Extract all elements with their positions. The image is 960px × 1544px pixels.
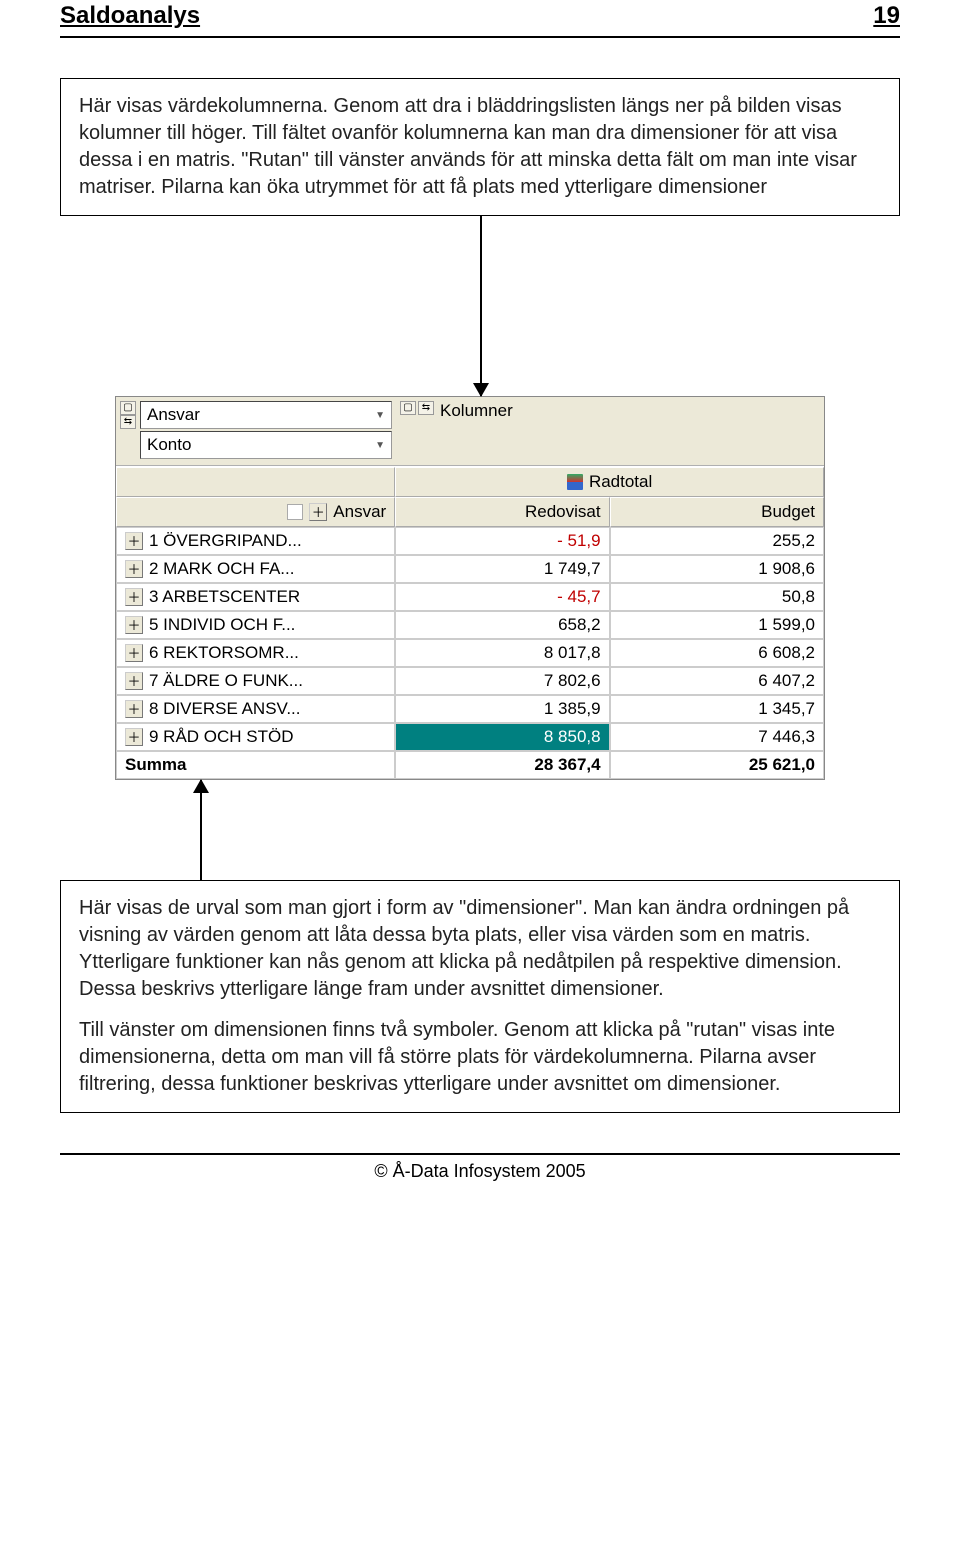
expand-button[interactable]: ＋: [125, 616, 143, 634]
expand-button[interactable]: ＋: [125, 728, 143, 746]
expand-button[interactable]: ＋: [125, 700, 143, 718]
footer-text: © Å-Data Infosystem 2005: [374, 1161, 585, 1181]
expand-button[interactable]: ＋: [125, 672, 143, 690]
row-label-cell: ＋ 9 RÅD OCH STÖD: [116, 723, 395, 751]
chart-icon: [567, 474, 583, 490]
col-budget[interactable]: Budget: [610, 497, 824, 527]
row-label-cell: ＋ 1 ÖVERGRIPAND...: [116, 527, 395, 555]
sum-budget: 25 621,0: [610, 751, 824, 779]
row-label: 2 MARK OCH FA...: [149, 559, 294, 579]
row-dimensions: ▢ ⇆ Ansvar ▼ ▢ ⇆ Konto ▼: [116, 397, 396, 465]
column-dimensions: ▢ ⇆ Kolumner: [396, 397, 824, 465]
cell-redovisat: 1 749,7: [395, 555, 609, 583]
row-label: 7 ÄLDRE O FUNK...: [149, 671, 303, 691]
callout-top-text: Här visas värdekolumnerna. Genom att dra…: [79, 95, 857, 198]
sum-redovisat: 28 367,4: [395, 751, 609, 779]
dimension-label: Konto: [147, 435, 191, 455]
page-title: Saldoanalys: [60, 2, 200, 30]
chevron-down-icon: ▼: [375, 410, 385, 421]
cell-budget: 6 407,2: [610, 667, 824, 695]
arrow-down-icon: [480, 216, 482, 396]
axis-icon: [287, 504, 303, 520]
sum-row: Summa 28 367,4 25 621,0: [116, 751, 824, 779]
header-blank: [116, 467, 395, 497]
page: Saldoanalys 19 Här visas värdekolumnerna…: [0, 0, 960, 1222]
cell-budget: 6 608,2: [610, 639, 824, 667]
cell-redovisat: 8 850,8: [395, 723, 609, 751]
collapse-toggle-icon[interactable]: ▢: [400, 401, 416, 415]
row-label: 1 ÖVERGRIPAND...: [149, 531, 302, 551]
cell-budget: 50,8: [610, 583, 824, 611]
row-label: 9 RÅD OCH STÖD: [149, 727, 294, 747]
table-row[interactable]: ＋ 8 DIVERSE ANSV... 1 385,91 345,7: [116, 695, 824, 723]
cell-budget: 1 908,6: [610, 555, 824, 583]
cell-redovisat: 8 017,8: [395, 639, 609, 667]
chevron-down-icon: ▼: [375, 440, 385, 451]
kolumner-label: Kolumner: [440, 401, 513, 421]
dimension-select-ansvar[interactable]: Ansvar ▼: [140, 401, 392, 429]
callout-bottom-p2: Till vänster om dimensionen finns två sy…: [79, 1017, 881, 1098]
callout-top: Här visas värdekolumnerna. Genom att dra…: [60, 78, 900, 216]
page-header: Saldoanalys 19: [60, 0, 900, 38]
row-label-cell: ＋ 2 MARK OCH FA...: [116, 555, 395, 583]
filter-arrows-icon[interactable]: ⇆: [120, 415, 136, 429]
cell-redovisat: 7 802,6: [395, 667, 609, 695]
table-row[interactable]: ＋ 1 ÖVERGRIPAND... - 51,9255,2: [116, 527, 824, 555]
rowheader-cell: ＋ Ansvar: [116, 497, 395, 527]
pivot-screenshot: ▢ ⇆ Ansvar ▼ ▢ ⇆ Konto ▼: [115, 396, 825, 780]
sum-label: Summa: [116, 751, 395, 779]
cell-redovisat: 658,2: [395, 611, 609, 639]
cell-budget: 7 446,3: [610, 723, 824, 751]
row-label-cell: ＋ 6 REKTORSOMR...: [116, 639, 395, 667]
filter-arrows-icon[interactable]: ⇆: [418, 401, 434, 415]
row-label: 5 INDIVID OCH F...: [149, 615, 295, 635]
expand-button[interactable]: ＋: [125, 588, 143, 606]
rowheader-label: Ansvar: [333, 502, 386, 522]
header-row-2: ＋ Ansvar Redovisat Budget: [116, 497, 824, 527]
callout-bottom: Här visas de urval som man gjort i form …: [60, 880, 900, 1113]
dimension-area: ▢ ⇆ Ansvar ▼ ▢ ⇆ Konto ▼: [116, 397, 824, 466]
row-label-cell: ＋ 3 ARBETSCENTER: [116, 583, 395, 611]
expand-button[interactable]: ＋: [309, 503, 327, 521]
table-row[interactable]: ＋ 6 REKTORSOMR... 8 017,86 608,2: [116, 639, 824, 667]
row-label: 8 DIVERSE ANSV...: [149, 699, 301, 719]
page-number: 19: [873, 2, 900, 30]
cell-budget: 1 599,0: [610, 611, 824, 639]
table-row[interactable]: ＋ 2 MARK OCH FA... 1 749,71 908,6: [116, 555, 824, 583]
dimension-row: ▢ ⇆ Ansvar ▼: [120, 401, 392, 429]
collapse-toggle-icon[interactable]: ▢: [120, 401, 136, 415]
radtotal-label: Radtotal: [589, 472, 652, 492]
dimension-label: Ansvar: [147, 405, 200, 425]
cell-redovisat: - 45,7: [395, 583, 609, 611]
row-label-cell: ＋ 7 ÄLDRE O FUNK...: [116, 667, 395, 695]
dimension-row: ▢ ⇆ Konto ▼: [120, 431, 392, 459]
col-redovisat[interactable]: Redovisat: [395, 497, 609, 527]
row-label: 3 ARBETSCENTER: [149, 587, 300, 607]
table-row[interactable]: ＋ 9 RÅD OCH STÖD 8 850,87 446,3: [116, 723, 824, 751]
expand-button[interactable]: ＋: [125, 560, 143, 578]
radtotal-header: Radtotal: [395, 467, 824, 497]
row-label-cell: ＋ 5 INDIVID OCH F...: [116, 611, 395, 639]
dimension-select-konto[interactable]: Konto ▼: [140, 431, 392, 459]
table-row[interactable]: ＋ 5 INDIVID OCH F... 658,21 599,0: [116, 611, 824, 639]
cell-redovisat: - 51,9: [395, 527, 609, 555]
cell-budget: 255,2: [610, 527, 824, 555]
table-row[interactable]: ＋ 3 ARBETSCENTER - 45,750,8: [116, 583, 824, 611]
row-label-cell: ＋ 8 DIVERSE ANSV...: [116, 695, 395, 723]
table-row[interactable]: ＋ 7 ÄLDRE O FUNK... 7 802,66 407,2: [116, 667, 824, 695]
arrow-up-icon: [200, 780, 202, 880]
cell-redovisat: 1 385,9: [395, 695, 609, 723]
cell-budget: 1 345,7: [610, 695, 824, 723]
page-footer: © Å-Data Infosystem 2005: [60, 1153, 900, 1182]
expand-button[interactable]: ＋: [125, 644, 143, 662]
row-label: 6 REKTORSOMR...: [149, 643, 299, 663]
callout-bottom-p1: Här visas de urval som man gjort i form …: [79, 895, 881, 1003]
header-row-1: Radtotal: [116, 466, 824, 497]
expand-button[interactable]: ＋: [125, 532, 143, 550]
